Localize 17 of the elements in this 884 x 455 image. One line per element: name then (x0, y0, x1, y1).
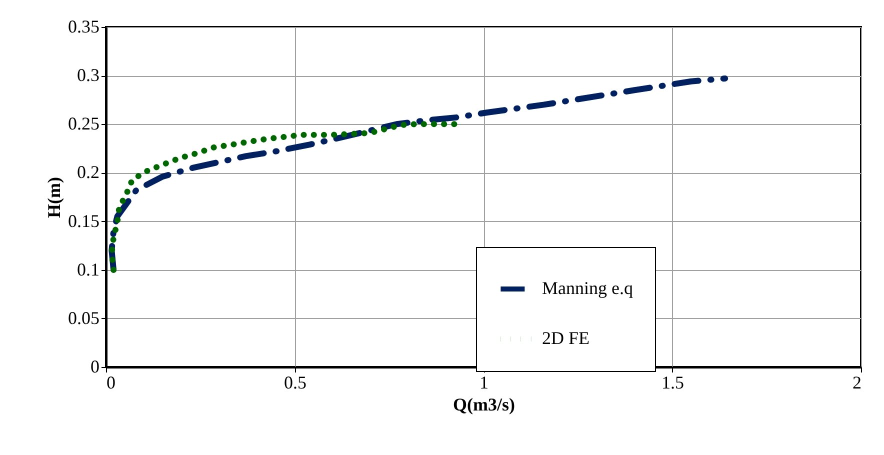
y-tick-label: 0.3 (77, 65, 100, 86)
x-tick-label: 1 (480, 372, 488, 392)
y-tick-label: 0 (90, 356, 100, 376)
x-tick-label: 1.5 (662, 372, 684, 392)
legend-label: 2D FE (542, 328, 590, 348)
y-tick-label: 0.15 (68, 210, 100, 231)
y-axis-title: H(m) (44, 177, 64, 218)
x-tick-label: 0.5 (284, 372, 306, 392)
y-tick-label: 0.25 (68, 114, 100, 134)
y-tick-label: 0.05 (68, 308, 100, 328)
y-tick-label: 0.1 (77, 259, 100, 280)
x-tick-label: 2 (852, 372, 862, 392)
x-tick-label: 0 (106, 372, 116, 392)
y-tick-label: 0.2 (77, 162, 100, 182)
y-tick-label: 0.35 (68, 16, 100, 36)
x-axis-title: Q(m3/s) (453, 394, 515, 414)
legend-label: Manning e.q (542, 278, 633, 298)
